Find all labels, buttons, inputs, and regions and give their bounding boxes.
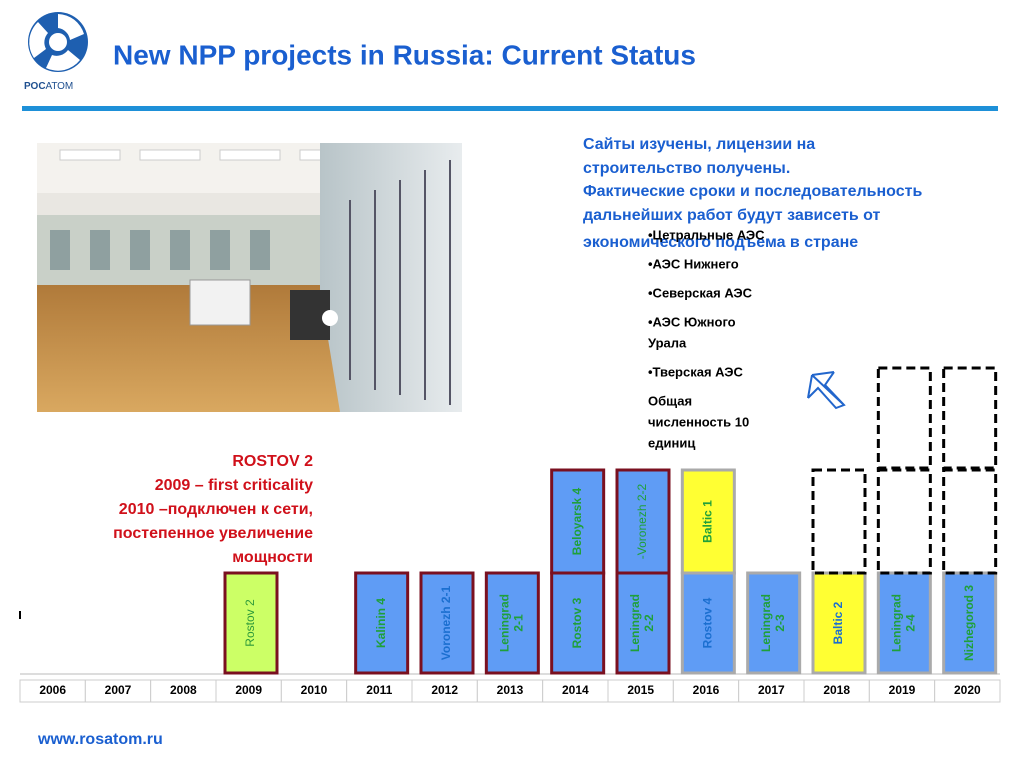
planned-unit bbox=[811, 468, 867, 575]
year-label: 2013 bbox=[497, 683, 524, 697]
unit-box bbox=[550, 571, 606, 675]
year-label: 2015 bbox=[627, 683, 654, 697]
unit-label: Rostov 4 bbox=[701, 597, 715, 648]
callout-line: ROSTOV 2 bbox=[232, 453, 313, 470]
planned-unit bbox=[942, 468, 998, 575]
planned-unit bbox=[876, 366, 932, 470]
list-line: •Северская АЭС bbox=[648, 285, 753, 300]
year-label: 2019 bbox=[889, 683, 916, 697]
logo: РОСАТОМ bbox=[24, 12, 88, 92]
unit-label: Beloyarsk 4 bbox=[570, 487, 584, 555]
unit-label: Nizhegorod 3 bbox=[962, 585, 976, 661]
callout-line: мощности bbox=[232, 549, 313, 566]
year-label: 2014 bbox=[562, 683, 589, 697]
year-label: 2020 bbox=[954, 683, 981, 697]
unit-box bbox=[680, 468, 736, 575]
unit-label: Leningrad bbox=[890, 594, 904, 652]
year-label: 2017 bbox=[758, 683, 785, 697]
logo-text: РОСАТОМ bbox=[24, 81, 73, 92]
unit-box bbox=[223, 571, 279, 675]
unit-label: Rostov 3 bbox=[570, 597, 584, 648]
unit-label: Voronezh 2-1 bbox=[439, 585, 453, 660]
unit-box bbox=[942, 571, 998, 675]
year-label: 2008 bbox=[170, 683, 197, 697]
unit-label: Rostov 2 bbox=[243, 599, 257, 647]
mark bbox=[19, 611, 21, 619]
unit-box bbox=[550, 468, 606, 575]
unit-box bbox=[354, 571, 410, 675]
arrow-icon bbox=[807, 371, 846, 410]
list-line: •АЭС Нижнего bbox=[648, 256, 739, 271]
unit-label: Kalinin 4 bbox=[374, 598, 388, 648]
list-line: Общая bbox=[648, 393, 692, 408]
note-line: экономического подъема в стране bbox=[583, 234, 858, 251]
unit-box bbox=[746, 571, 802, 675]
photo bbox=[37, 143, 462, 412]
list-line: •Цетральные АЭС bbox=[648, 227, 765, 242]
unit-label: Baltic 2 bbox=[831, 601, 845, 644]
list-line: единиц bbox=[648, 435, 695, 450]
year-label: 2018 bbox=[823, 683, 850, 697]
list-line: •Тверская АЭС bbox=[648, 364, 743, 379]
callout-line: 2009 – first criticality bbox=[155, 477, 313, 494]
title-rule bbox=[22, 106, 998, 111]
unit-label: Leningrad bbox=[628, 594, 642, 652]
year-label: 2009 bbox=[235, 683, 262, 697]
note-line: Сайты изучены, лицензии на bbox=[583, 136, 815, 153]
year-cell bbox=[934, 679, 1001, 703]
unit-box bbox=[615, 468, 671, 575]
unit-label: Leningrad bbox=[759, 594, 773, 652]
footer-url: www.rosatom.ru bbox=[37, 731, 163, 748]
unit-label: 2-2 bbox=[642, 614, 656, 632]
callout-line: 2010 –подключен к сети, bbox=[119, 501, 313, 518]
year-label: 2007 bbox=[105, 683, 132, 697]
unit-label: Baltic 1 bbox=[701, 500, 715, 543]
unit-box bbox=[811, 571, 867, 675]
unit-label: -Voronezh 2-2 bbox=[635, 483, 649, 559]
title: New NPP projects in Russia: Current Stat… bbox=[113, 39, 696, 70]
year-label: 2011 bbox=[366, 683, 392, 697]
year-label: 2010 bbox=[301, 683, 328, 697]
unit-label: Leningrad bbox=[498, 594, 512, 652]
planned-unit bbox=[942, 366, 998, 470]
planned-unit bbox=[876, 468, 932, 575]
unit-label: 2-4 bbox=[904, 614, 918, 632]
year-label: 2016 bbox=[693, 683, 720, 697]
year-label: 2006 bbox=[39, 683, 66, 697]
unit-label: 2-1 bbox=[512, 614, 526, 632]
note-line: дальнейших работ будут зависеть от bbox=[583, 207, 880, 224]
list-line: Урала bbox=[648, 335, 687, 350]
callout-line: постепенное увеличение bbox=[113, 525, 313, 542]
unit-box bbox=[615, 571, 671, 675]
note-line: Фактические сроки и последовательность bbox=[583, 183, 922, 200]
unit-box bbox=[484, 571, 540, 675]
list-line: •АЭС Южного bbox=[648, 314, 736, 329]
unit-label: 2-3 bbox=[773, 614, 787, 632]
unit-box bbox=[419, 571, 475, 675]
note-line: строительство получены. bbox=[583, 160, 790, 177]
list-line: численность 10 bbox=[648, 414, 749, 429]
year-label: 2012 bbox=[431, 683, 458, 697]
unit-box bbox=[876, 571, 932, 675]
